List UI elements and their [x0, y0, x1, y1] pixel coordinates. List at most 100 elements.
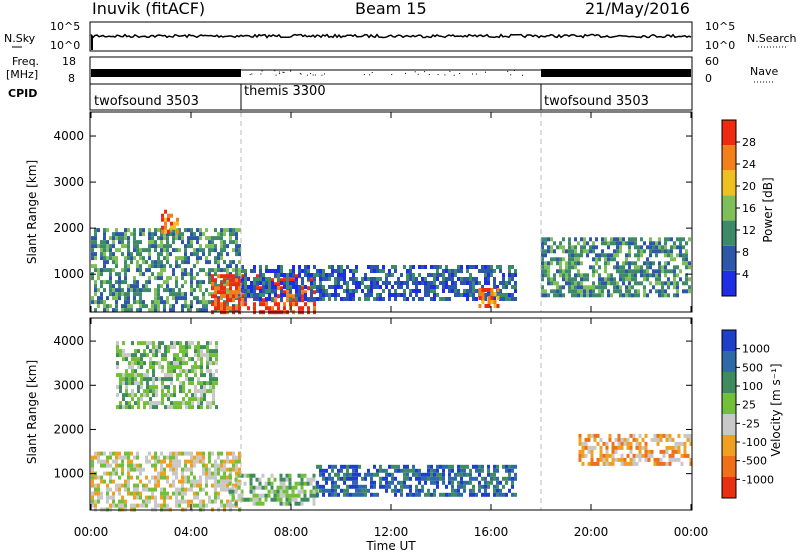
heatmap-cell [145, 260, 148, 265]
heatmap-cell [427, 281, 430, 285]
heatmap-cell [541, 265, 544, 270]
sky-panel-frame [89, 21, 693, 52]
heatmap-cell [136, 292, 139, 297]
heatmap-cell [379, 476, 382, 481]
heatmap-cell [550, 277, 553, 282]
heatmap-cell [184, 256, 187, 261]
heatmap-cell [127, 475, 130, 480]
heatmap-cell [325, 277, 328, 281]
heatmap-cell [409, 492, 412, 497]
heatmap-cell [223, 483, 226, 488]
heatmap-cell [340, 464, 343, 469]
heatmap-cell [130, 232, 133, 237]
heatmap-cell [316, 285, 319, 289]
heatmap-cell [231, 489, 235, 494]
heatmap-cell [502, 285, 505, 289]
sky-panel: N.Sky 10^5 10^0 10^5 10^0 N.Search [4, 20, 797, 52]
heatmap-cell [622, 277, 625, 282]
heatmap-cell [178, 236, 181, 241]
heatmap-cell [502, 492, 505, 497]
heatmap-cell [91, 483, 94, 488]
heatmap-cell [121, 232, 124, 237]
heatmap-cell [340, 265, 343, 269]
heatmap-cell [202, 232, 205, 237]
heatmap-cell [427, 293, 430, 297]
heatmap-cell [226, 487, 229, 492]
heatmap-cell [173, 405, 176, 410]
heatmap-cell [133, 300, 136, 305]
heatmap-cell [460, 480, 463, 485]
heatmap-cell [349, 464, 352, 469]
nave-point [485, 71, 486, 73]
heatmap-cell [172, 228, 175, 233]
heatmap-cell [574, 273, 577, 278]
heatmap-cell [155, 385, 158, 390]
heatmap-cell [571, 277, 574, 282]
heatmap-cell [154, 499, 157, 504]
heatmap-cell [130, 459, 133, 464]
heatmap-cell [631, 293, 634, 298]
heatmap-cell [116, 349, 119, 354]
heatmap-cell [217, 463, 220, 468]
heatmap-cell [634, 253, 637, 258]
heatmap-cell [109, 455, 112, 460]
heatmap-cell [631, 241, 634, 246]
heatmap-cell [649, 281, 652, 286]
heatmap-cell [211, 286, 214, 291]
heatmap-cell [370, 281, 373, 285]
heatmap-cell [205, 244, 208, 249]
heatmap-cell [136, 483, 139, 488]
heatmap-cell [421, 265, 424, 269]
heatmap-cell [288, 473, 292, 478]
heatmap-cell [214, 463, 217, 468]
heatmap-cell [94, 252, 97, 257]
heatmap-cell [622, 265, 625, 270]
heatmap-cell [208, 260, 211, 265]
cpid-segment-2: themis 3300 [244, 84, 326, 99]
heatmap-cell [146, 389, 149, 394]
heatmap-cell [361, 492, 364, 497]
heatmap-cell [191, 365, 194, 370]
heatmap-cell [439, 476, 442, 481]
heatmap-cell [653, 457, 657, 462]
heatmap-cell [673, 245, 676, 250]
heatmap-cell [94, 244, 97, 249]
heatmap-cell [170, 373, 173, 378]
heatmap-cell [343, 269, 346, 273]
heatmap-cell [505, 281, 508, 285]
heatmap-cell [610, 237, 613, 242]
heatmap-cell [319, 297, 322, 301]
heatmap-cell [541, 293, 544, 298]
heatmap-cell [185, 361, 188, 366]
heatmap-cell [469, 468, 472, 473]
heatmap-cell [203, 389, 206, 394]
heatmap-cell [106, 459, 109, 464]
heatmap-cell [307, 265, 310, 269]
heatmap-cell [595, 245, 598, 250]
heatmap-cell [243, 473, 247, 478]
heatmap-cell [229, 272, 232, 277]
heatmap-cell [256, 274, 259, 279]
heatmap-cell [436, 293, 439, 297]
heatmap-cell [643, 249, 646, 254]
heatmap-cell [223, 268, 226, 273]
heatmap-cell [490, 269, 493, 273]
heatmap-cell [584, 445, 588, 450]
heatmap-cell [307, 286, 310, 291]
heatmap-cell [388, 464, 391, 469]
heatmap-cell [196, 272, 199, 277]
heatmap-cell [188, 397, 191, 402]
heatmap-cell [667, 277, 670, 282]
heatmap-cell [616, 289, 619, 294]
heatmap-cell [358, 492, 361, 497]
heatmap-cell [340, 273, 343, 277]
heatmap-cell [94, 451, 97, 456]
heatmap-cell [556, 289, 559, 294]
heatmap-cell [124, 260, 127, 265]
heatmap-cell [200, 345, 203, 350]
heatmap-cell [235, 306, 238, 311]
heatmap-cell [185, 345, 188, 350]
heatmap-cell [614, 449, 618, 454]
heatmap-cell [487, 300, 491, 304]
heatmap-cell [511, 273, 514, 277]
